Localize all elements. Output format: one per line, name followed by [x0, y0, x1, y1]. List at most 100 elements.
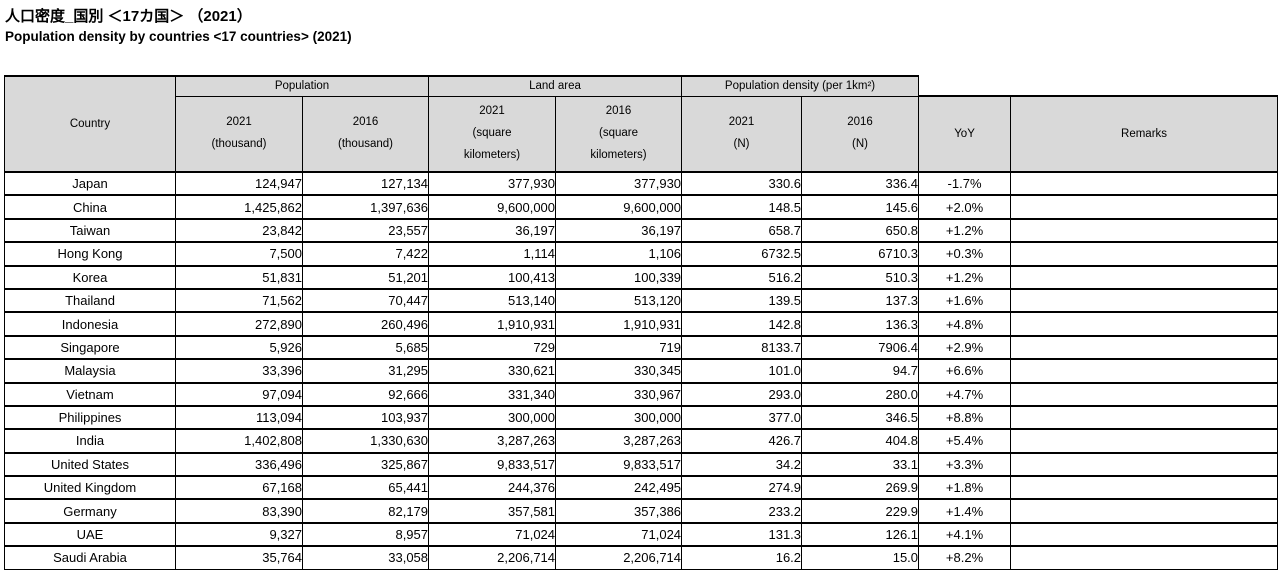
country-cell: Singapore [4, 334, 176, 361]
land-area-2016-cell: 330,345 [555, 358, 683, 384]
land-area-2016-cell: 719 [555, 334, 683, 361]
density-2016-cell: 280.0 [801, 381, 920, 407]
remarks-cell [1010, 287, 1279, 314]
yoy-cell: +0.3% [918, 241, 1012, 267]
land-area-2016-cell: 100,339 [555, 264, 683, 290]
remarks-cell [1010, 194, 1279, 220]
population-2016-cell: 51,201 [301, 264, 430, 290]
population-2016-cell: 1,330,630 [301, 428, 430, 454]
population-2021-cell: 51,831 [175, 264, 303, 290]
table-row: Thailand 71,562 70,447 513,140 513,120 1… [4, 287, 1279, 314]
remarks-cell [1010, 170, 1279, 197]
remarks-cell [1010, 428, 1279, 454]
land-area-2021-cell: 1,114 [428, 241, 557, 267]
table-row: United States 336,496 325,867 9,833,517 … [4, 451, 1279, 478]
land-area-2021-cell: 331,340 [428, 381, 557, 407]
density-2016-cell: 346.5 [801, 404, 920, 431]
land-area-2016-cell: 3,287,263 [555, 428, 683, 454]
density-2016-cell: 33.1 [801, 451, 920, 478]
density-2021-cell: 658.7 [681, 217, 803, 244]
density-2021-cell: 8133.7 [681, 334, 803, 361]
country-cell: Korea [4, 264, 176, 290]
land-area-2021-cell: 3,287,263 [428, 428, 557, 454]
density-2016-cell: 145.6 [801, 194, 920, 220]
land-area-2021-cell: 71,024 [428, 521, 557, 548]
population-2021-cell: 9,327 [175, 521, 303, 548]
population-2016-cell: 103,937 [301, 404, 430, 431]
column-header-population-2016: 2016 (thousand) [301, 95, 430, 173]
population-2016-cell: 127,134 [301, 170, 430, 197]
country-cell: UAE [4, 521, 176, 548]
land-area-2021-cell: 300,000 [428, 404, 557, 431]
table-row: Indonesia 272,890 260,496 1,910,931 1,91… [4, 311, 1279, 337]
yoy-cell: -1.7% [918, 170, 1012, 197]
table-row: Philippines 113,094 103,937 300,000 300,… [4, 404, 1279, 431]
land-area-2016-cell: 1,106 [555, 241, 683, 267]
density-2021-cell: 293.0 [681, 381, 803, 407]
yoy-cell: +3.3% [918, 451, 1012, 478]
density-2021-cell: 101.0 [681, 358, 803, 384]
density-2016-cell: 229.9 [801, 498, 920, 524]
yoy-cell: +8.2% [918, 545, 1012, 570]
table-row: India 1,402,808 1,330,630 3,287,263 3,28… [4, 428, 1279, 454]
country-cell: Hong Kong [4, 241, 176, 267]
population-2021-cell: 5,926 [175, 334, 303, 361]
remarks-cell [1010, 404, 1279, 431]
land-area-2016-cell: 242,495 [555, 475, 683, 501]
land-area-2021-cell: 1,910,931 [428, 311, 557, 337]
remarks-cell [1010, 475, 1279, 501]
population-2021-cell: 35,764 [175, 545, 303, 570]
sub-header-row: 2021 (thousand) 2016 (thousand) 2021 (sq… [5, 95, 1279, 173]
land-area-2021-cell: 100,413 [428, 264, 557, 290]
density-2016-cell: 7906.4 [801, 334, 920, 361]
country-cell: Taiwan [4, 217, 176, 244]
column-header-yoy: YoY [918, 95, 1012, 173]
population-2016-cell: 31,295 [301, 358, 430, 384]
density-2021-cell: 377.0 [681, 404, 803, 431]
land-area-2016-cell: 71,024 [555, 521, 683, 548]
country-cell: Malaysia [4, 358, 176, 384]
yoy-cell: +1.4% [918, 498, 1012, 524]
population-2021-cell: 33,396 [175, 358, 303, 384]
table-row: United Kingdom 67,168 65,441 244,376 242… [4, 475, 1279, 501]
population-2021-cell: 272,890 [175, 311, 303, 337]
population-2016-cell: 23,557 [301, 217, 430, 244]
density-2021-cell: 330.6 [681, 170, 803, 197]
group-header-population-density: Population density (per 1km²) [681, 75, 920, 97]
remarks-cell [1010, 451, 1279, 478]
table-row: Singapore 5,926 5,685 729 719 8133.7 790… [4, 334, 1279, 361]
population-2021-cell: 83,390 [175, 498, 303, 524]
population-2021-cell: 67,168 [175, 475, 303, 501]
table-row: UAE 9,327 8,957 71,024 71,024 131.3 126.… [4, 521, 1279, 548]
country-cell: Japan [4, 170, 176, 197]
yoy-cell: +4.7% [918, 381, 1012, 407]
population-2016-cell: 325,867 [301, 451, 430, 478]
population-2016-cell: 7,422 [301, 241, 430, 267]
density-2016-cell: 94.7 [801, 358, 920, 384]
density-2016-cell: 15.0 [801, 545, 920, 570]
population-2016-cell: 8,957 [301, 521, 430, 548]
population-2021-cell: 1,402,808 [175, 428, 303, 454]
density-2021-cell: 233.2 [681, 498, 803, 524]
population-2021-cell: 124,947 [175, 170, 303, 197]
country-cell: United States [4, 451, 176, 478]
remarks-cell [1010, 264, 1279, 290]
yoy-cell: +1.2% [918, 217, 1012, 244]
density-2021-cell: 131.3 [681, 521, 803, 548]
population-2016-cell: 92,666 [301, 381, 430, 407]
density-2021-cell: 139.5 [681, 287, 803, 314]
population-2021-cell: 71,562 [175, 287, 303, 314]
column-header-density-2016: 2016 (N) [801, 95, 920, 173]
population-2016-cell: 5,685 [301, 334, 430, 361]
land-area-2021-cell: 9,600,000 [428, 194, 557, 220]
density-2016-cell: 510.3 [801, 264, 920, 290]
yoy-cell: +2.9% [918, 334, 1012, 361]
density-2016-cell: 404.8 [801, 428, 920, 454]
density-2021-cell: 34.2 [681, 451, 803, 478]
country-cell: India [4, 428, 176, 454]
table-row: China 1,425,862 1,397,636 9,600,000 9,60… [4, 194, 1279, 220]
country-cell: United Kingdom [4, 475, 176, 501]
land-area-2016-cell: 36,197 [555, 217, 683, 244]
density-2016-cell: 136.3 [801, 311, 920, 337]
yoy-cell: +1.8% [918, 475, 1012, 501]
